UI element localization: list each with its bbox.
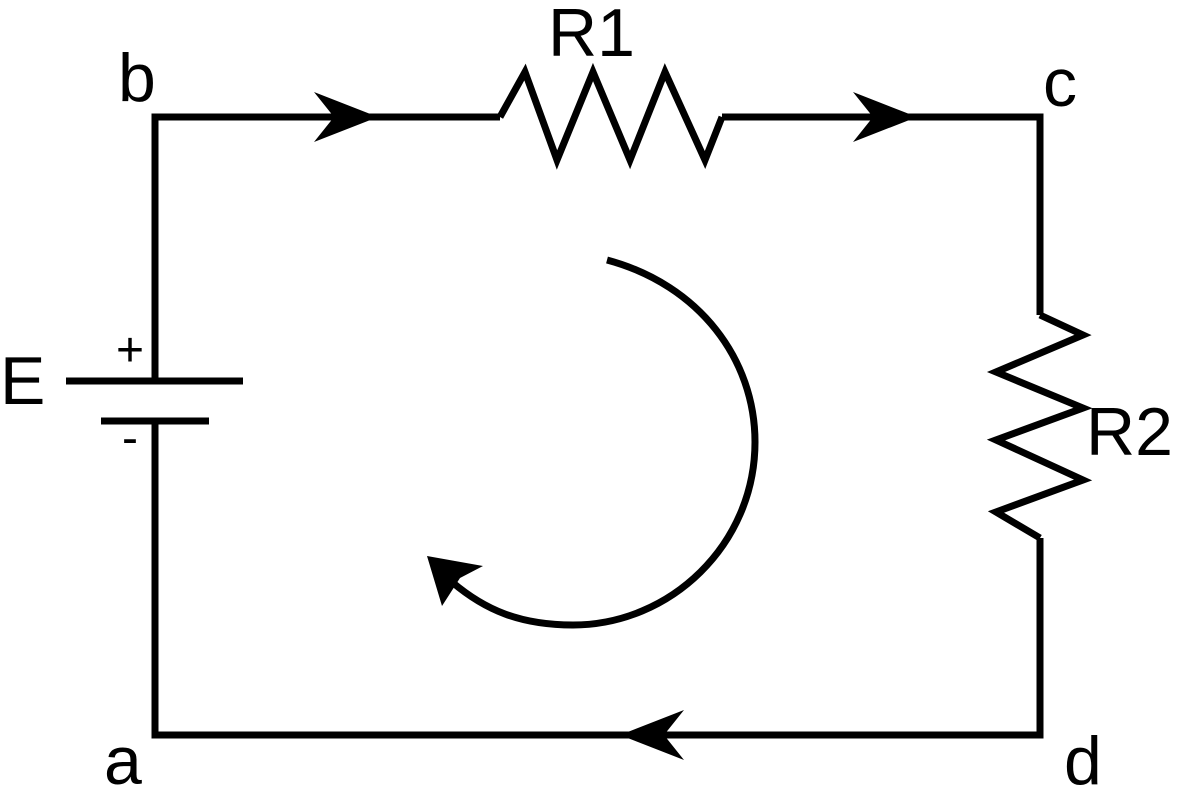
current-arrow-top-left	[314, 92, 378, 142]
battery-negative-sign: -	[122, 412, 138, 465]
battery-positive-sign: +	[116, 324, 144, 377]
resistor-r1-label: R1	[548, 0, 635, 71]
wire-b-to-r1	[151, 113, 500, 380]
resistor-r2	[986, 311, 1093, 542]
node-label-b: b	[118, 40, 156, 116]
loop-direction-arrowhead	[427, 556, 483, 606]
resistor-r1	[496, 62, 726, 170]
battery-label: E	[0, 343, 45, 419]
node-label-a: a	[104, 723, 142, 789]
node-label-d: d	[1064, 723, 1102, 789]
loop-direction-arc	[449, 256, 759, 629]
resistor-r2-label: R2	[1086, 394, 1173, 470]
wire-r2-to-d-to-a	[151, 420, 1044, 739]
wire-r1-to-c	[722, 113, 1044, 315]
current-arrow-top-right	[853, 92, 917, 142]
current-arrow-bottom	[620, 710, 684, 760]
node-label-c: c	[1043, 45, 1077, 121]
